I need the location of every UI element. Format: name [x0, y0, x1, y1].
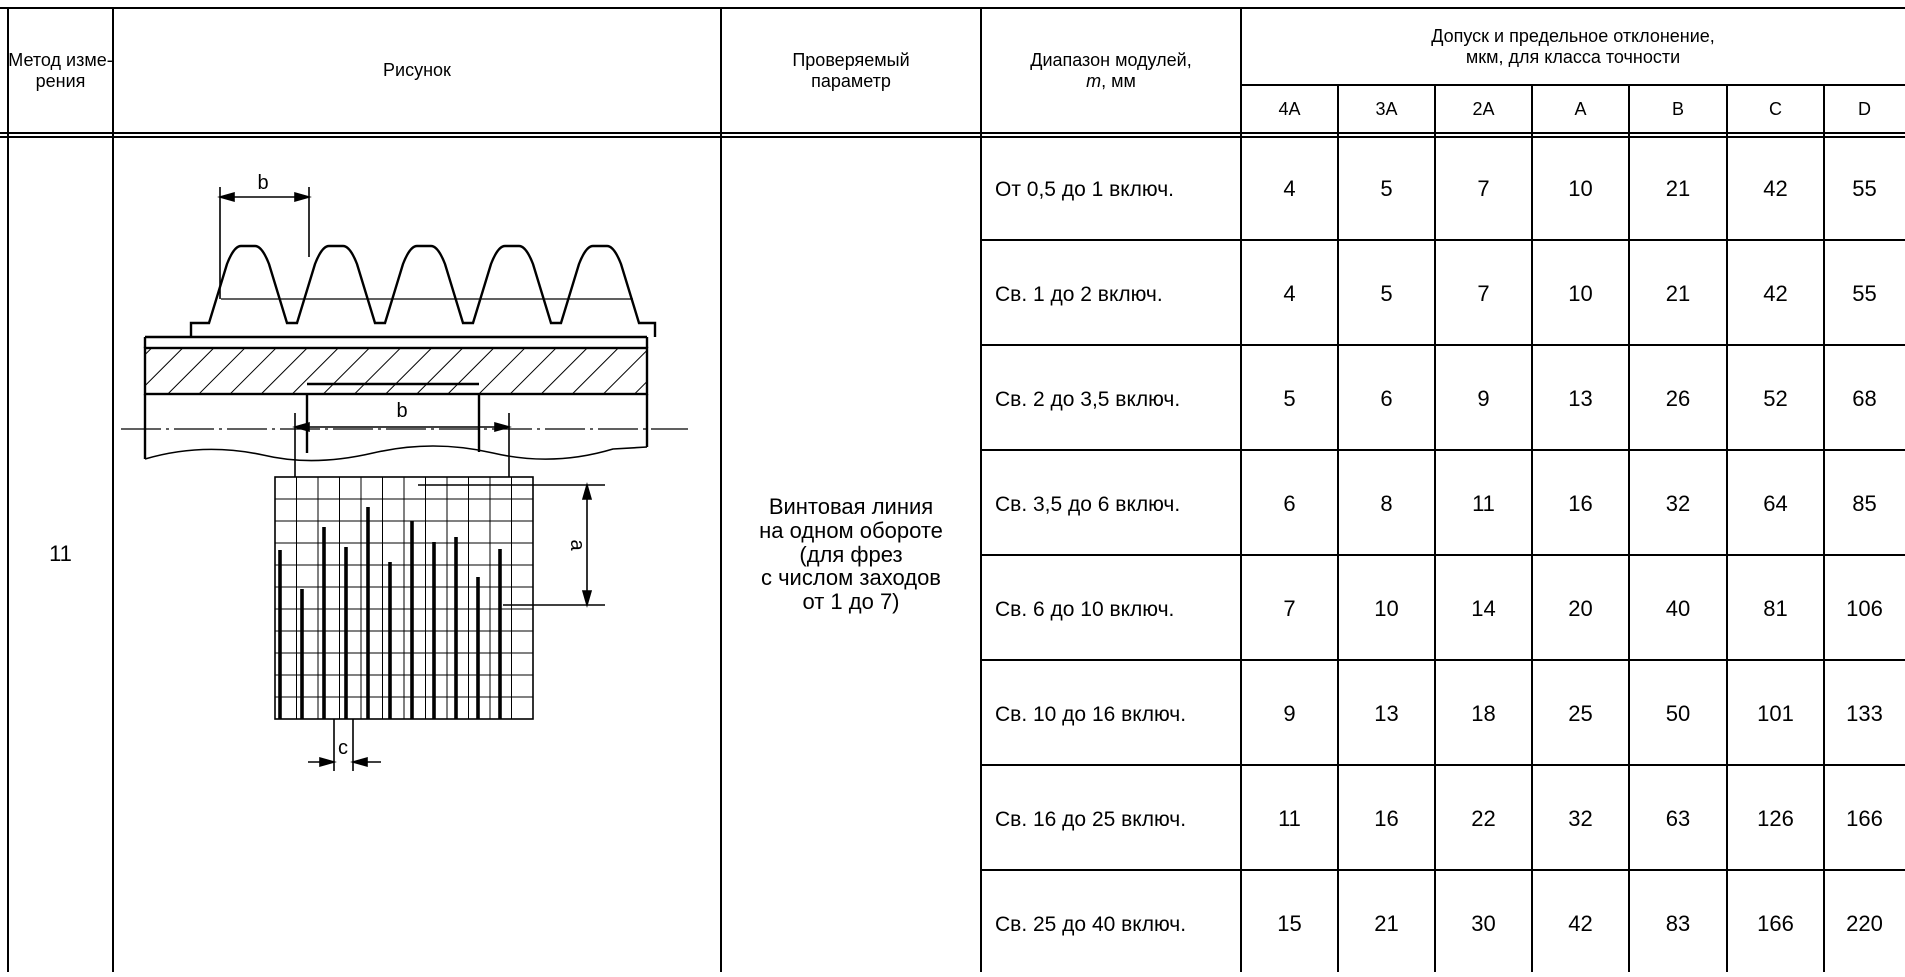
tolerance-value-cell: 9 [1283, 701, 1296, 727]
tolerance-value-cell: 166 [1846, 806, 1883, 832]
tolerance-value-cell: 11 [1278, 806, 1301, 832]
tolerance-value-cell: 7 [1477, 281, 1490, 307]
header-class-c: C [1769, 98, 1782, 119]
tolerance-value-cell: 42 [1763, 176, 1788, 202]
tolerance-value-cell: 18 [1471, 701, 1496, 727]
tolerance-value-cell: 126 [1757, 806, 1794, 832]
tolerance-value-cell: 8 [1380, 491, 1393, 517]
header-class-a: A [1574, 98, 1587, 119]
tolerance-value-cell: 4 [1283, 281, 1296, 307]
checked-parameter: Винтовая линия на одном обороте (для фре… [759, 494, 943, 615]
tolerance-value-cell: 5 [1380, 281, 1393, 307]
tolerance-value-cell: 20 [1568, 596, 1593, 622]
tolerance-value-cell: 101 [1757, 701, 1794, 727]
tolerance-value-cell: 106 [1846, 596, 1883, 622]
dimension-c [308, 719, 381, 771]
label-b-top: b [257, 172, 268, 194]
tolerance-value-cell: 7 [1477, 176, 1490, 202]
header-module-range-line2: m, мм [1086, 71, 1136, 91]
hob-measurement-figure: b b [121, 172, 688, 771]
header-module-range-line1: Диапазон модулей, [1030, 50, 1192, 71]
module-range-cell: Св. 3,5 до 6 включ. [995, 492, 1181, 516]
tolerance-value-cell: 22 [1471, 806, 1496, 832]
tolerance-value-cell: 14 [1471, 596, 1496, 622]
module-range-cell: Св. 25 до 40 включ. [995, 912, 1187, 936]
module-range-cell: Св. 6 до 10 включ. [995, 597, 1175, 621]
tolerance-value-cell: 63 [1665, 806, 1691, 832]
module-range-cell: Св. 2 до 3,5 включ. [995, 387, 1181, 411]
header-class-2a: 2A [1472, 98, 1495, 119]
method-number: 11 [49, 541, 72, 567]
tolerance-value-cell: 81 [1763, 596, 1788, 622]
header-method: Метод изме- рения [8, 50, 113, 91]
tolerance-value-cell: 10 [1568, 176, 1593, 202]
teeth-profile [189, 244, 657, 337]
dimension-b-bottom [292, 413, 512, 477]
tolerance-value-cell: 83 [1665, 911, 1691, 937]
module-range-cell: Св. 1 до 2 включ. [995, 282, 1163, 306]
tolerance-value-cell: 133 [1846, 701, 1883, 727]
tolerance-value-cell: 9 [1477, 386, 1490, 412]
tolerance-value-cell: 4 [1283, 176, 1296, 202]
header-tolerance: Допуск и предельное отклонение, мкм, для… [1431, 26, 1715, 67]
tolerance-value-cell: 6 [1283, 491, 1296, 517]
tolerance-value-cell: 13 [1568, 386, 1593, 412]
tolerance-value-cell: 26 [1665, 386, 1691, 412]
tolerance-value-cell: 42 [1568, 911, 1593, 937]
module-range-cell: Св. 10 до 16 включ. [995, 702, 1187, 726]
dimension-b-top [217, 187, 312, 299]
tolerance-value-cell: 5 [1283, 386, 1296, 412]
label-a: a [566, 539, 588, 551]
dimension-a [418, 482, 605, 608]
tolerance-value-cell: 42 [1763, 281, 1788, 307]
break-line [144, 445, 648, 462]
header-parameter: Проверяемый параметр [792, 50, 910, 91]
header-class-4a: 4A [1278, 98, 1301, 119]
tolerance-value-cell: 21 [1374, 911, 1399, 937]
header-class-d: D [1858, 98, 1871, 119]
tolerance-value-cell: 68 [1852, 386, 1877, 412]
label-c: c [338, 737, 348, 759]
tolerance-value-cell: 6 [1380, 386, 1393, 412]
tolerance-value-cell: 11 [1472, 491, 1495, 517]
tolerance-value-cell: 40 [1665, 596, 1691, 622]
tolerance-value-cell: 10 [1374, 596, 1399, 622]
hub-section [143, 382, 649, 459]
tolerance-value-cell: 32 [1665, 491, 1691, 517]
hatched-body [143, 346, 649, 396]
tolerance-value-cell: 7 [1283, 596, 1296, 622]
tolerance-value-cell: 64 [1763, 491, 1788, 517]
tolerance-value-cell: 30 [1471, 911, 1496, 937]
tolerance-value-cell: 32 [1568, 806, 1593, 832]
tolerance-value-cell: 55 [1852, 281, 1877, 307]
module-range-cell: От 0,5 до 1 включ. [995, 177, 1174, 201]
tolerance-value-cell: 25 [1568, 701, 1593, 727]
tolerance-value-cell: 50 [1665, 701, 1691, 727]
tolerance-value-cell: 85 [1852, 491, 1877, 517]
header-class-3a: 3A [1375, 98, 1398, 119]
tolerance-value-cell: 15 [1277, 911, 1302, 937]
tolerance-value-cell: 52 [1763, 386, 1788, 412]
tolerance-value-cell: 220 [1846, 911, 1883, 937]
tolerance-value-cell: 21 [1665, 281, 1691, 307]
label-b-bottom: b [396, 400, 407, 422]
header-figure: Рисунок [383, 60, 451, 81]
tolerance-value-cell: 166 [1757, 911, 1794, 937]
tolerance-value-cell: 16 [1374, 806, 1399, 832]
tolerance-value-cell: 55 [1852, 176, 1877, 202]
header-class-b: B [1671, 98, 1684, 119]
tolerance-value-cell: 21 [1665, 176, 1691, 202]
tolerance-value-cell: 13 [1374, 701, 1399, 727]
module-symbol: m [1086, 70, 1102, 91]
module-unit: , мм [1101, 70, 1136, 91]
module-range-cell: Св. 16 до 25 включ. [995, 807, 1187, 831]
record-chart-grid [274, 476, 534, 720]
tolerance-value-cell: 5 [1380, 176, 1393, 202]
tolerance-value-cell: 16 [1568, 491, 1593, 517]
header-module-range: Диапазон модулей, m, мм [981, 8, 1241, 133]
tolerance-value-cell: 10 [1568, 281, 1593, 307]
